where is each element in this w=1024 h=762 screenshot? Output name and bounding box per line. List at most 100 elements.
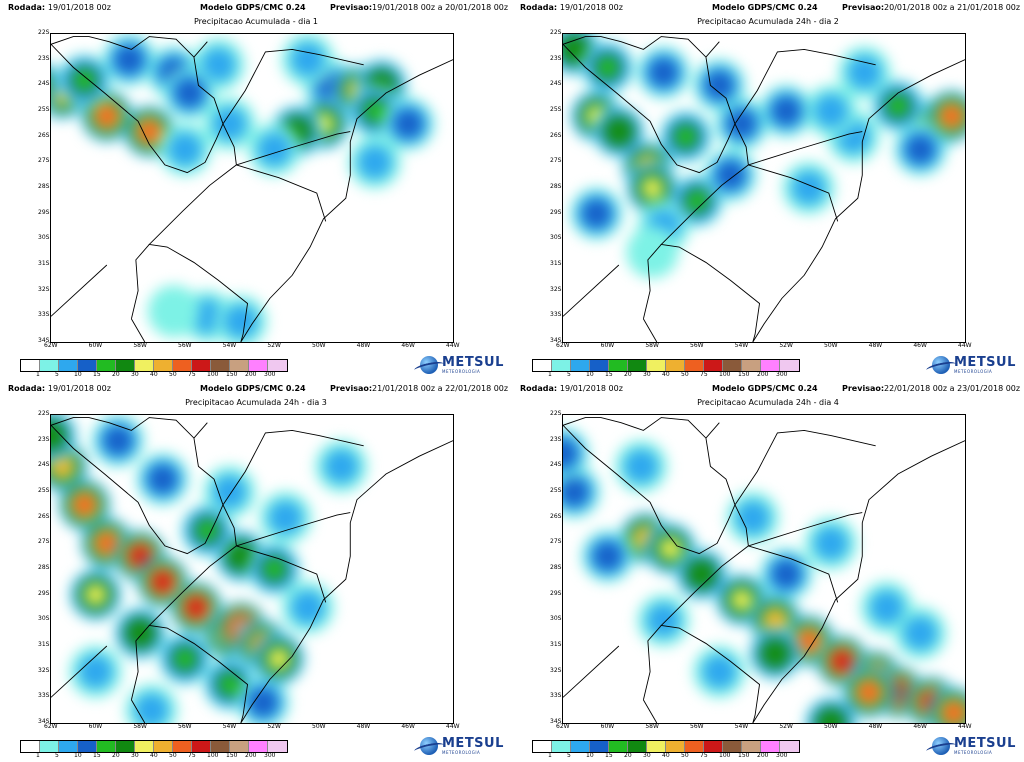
- map-boundary: [222, 48, 364, 125]
- rodada-label: Rodada: 19/01/2018 00z: [520, 3, 623, 12]
- colorbar-label: 5: [55, 371, 59, 378]
- precip-contour: [186, 597, 207, 618]
- lon-tick-label: 58W: [645, 723, 659, 730]
- lon-tick-label: 56W: [690, 342, 704, 349]
- precip-contour: [152, 571, 173, 592]
- colorbar-label: 300: [264, 371, 276, 378]
- lat-tick-label: 31S: [550, 641, 562, 648]
- precip-contour: [595, 54, 621, 80]
- lon-tick-label: 48W: [356, 342, 371, 349]
- colorbar-label: 1: [36, 371, 40, 378]
- colorbar-swatch: [666, 360, 685, 371]
- lon-tick-label: 46W: [913, 723, 927, 730]
- lon-tick-label: 60W: [600, 342, 615, 349]
- precip-contour: [798, 630, 819, 652]
- colorbar-swatch: [40, 741, 59, 752]
- colorbar-label: 150: [738, 371, 750, 378]
- lon-tick-label: 48W: [868, 723, 883, 730]
- rodada-label: Rodada: 19/01/2018 00z: [520, 384, 623, 393]
- colorbar-label: 20: [624, 752, 632, 759]
- lat-tick-label: 27S: [550, 157, 562, 165]
- map-boundary: [240, 59, 453, 342]
- colorbar-swatch: [609, 741, 628, 752]
- colorbar-label: 40: [150, 371, 158, 378]
- lat-tick-label: 23S: [550, 54, 562, 62]
- colorbar-swatch: [211, 741, 230, 752]
- map-boundary: [193, 422, 208, 439]
- precip-contour: [858, 681, 880, 703]
- colorbar-swatch: [249, 360, 268, 371]
- panel-subtitle: Precipitacao Acumulada 24h - dia 2: [697, 17, 839, 26]
- colorbar-swatch: [723, 741, 742, 752]
- model-label: Modelo GDPS/CMC 0.24: [712, 3, 818, 12]
- precipitation-map: [50, 33, 454, 343]
- logo-name: METSUL: [954, 736, 1016, 751]
- colorbar-swatch: [685, 360, 704, 371]
- map-boundary: [642, 244, 662, 320]
- precip-contour: [96, 533, 118, 554]
- precip-contour: [212, 475, 247, 509]
- colorbar-swatch: [533, 741, 552, 752]
- map-boundary: [236, 164, 327, 222]
- lat-tick-label: 29S: [38, 208, 50, 216]
- lon-tick-label: 48W: [868, 342, 883, 349]
- globe-icon: [420, 737, 438, 755]
- precip-contour: [104, 426, 132, 455]
- precip-contour: [74, 494, 95, 516]
- colorbar: [20, 359, 288, 372]
- colorbar-swatch: [552, 360, 571, 371]
- map-boundary: [643, 318, 658, 342]
- rodada-value: 19/01/2018 00z: [47, 3, 111, 12]
- colorbar-label: 200: [757, 752, 769, 759]
- previsao-label: Previsao:20/01/2018 00z a 21/01/2018 00z: [842, 3, 1021, 12]
- lon-tick-label: 46W: [913, 342, 927, 349]
- colorbar-label: 75: [188, 752, 196, 759]
- map-boundary: [131, 699, 146, 723]
- lon-tick-label: 44W: [958, 342, 972, 349]
- globe-icon: [932, 737, 950, 755]
- metsul-logo: METSUL METEOROLOGIA: [413, 735, 503, 757]
- precip-contour: [249, 688, 278, 717]
- lon-tick-label: 44W: [958, 723, 972, 730]
- lon-tick-label: 60W: [600, 723, 615, 730]
- precip-contour: [906, 135, 935, 164]
- forecast-panel: Rodada: 19/01/2018 00z Modelo GDPS/CMC 0…: [0, 0, 512, 381]
- colorbar-swatch: [135, 360, 154, 371]
- lon-tick-label: 46W: [401, 342, 415, 349]
- lat-tick-label: 28S: [38, 183, 50, 190]
- precip-contour: [903, 616, 938, 651]
- colorbar-label: 300: [776, 752, 788, 759]
- lon-tick-label: 60W: [88, 723, 103, 730]
- lon-tick-label: 44W: [446, 723, 460, 730]
- colorbar: [532, 740, 800, 753]
- colorbar-label: 300: [776, 371, 788, 378]
- colorbar-label: 30: [643, 752, 651, 759]
- lat-tick-label: 25S: [550, 487, 562, 494]
- lat-tick-label: 27S: [38, 538, 50, 546]
- lon-tick-label: 62W: [44, 723, 58, 730]
- precip-contour: [659, 537, 682, 560]
- colorbar-swatch: [571, 741, 590, 752]
- precip-contour: [128, 621, 152, 645]
- colorbar-swatch: [685, 741, 704, 752]
- map-boundary: [705, 422, 720, 439]
- lat-tick-label: 27S: [550, 538, 562, 546]
- map-boundary: [131, 318, 146, 342]
- lon-tick-label: 54W: [734, 723, 749, 730]
- logo-name: METSUL: [954, 355, 1016, 370]
- map-boundary: [752, 440, 965, 723]
- precip-contour: [394, 109, 423, 138]
- lon-tick-label: 56W: [690, 723, 704, 730]
- map-boundary: [705, 41, 720, 58]
- colorbar-label: 15: [605, 752, 613, 759]
- colorbar-label: 40: [662, 371, 670, 378]
- map-svg: [51, 34, 453, 342]
- colorbar-label: 15: [93, 371, 101, 378]
- colorbar-swatch: [192, 360, 211, 371]
- lon-tick-label: 52W: [267, 342, 281, 349]
- map-boundary: [660, 504, 761, 723]
- map-boundary: [748, 131, 863, 166]
- lat-tick-label: 29S: [550, 589, 562, 597]
- colorbar-label: 1: [548, 752, 552, 759]
- lat-tick-label: 24S: [38, 461, 50, 469]
